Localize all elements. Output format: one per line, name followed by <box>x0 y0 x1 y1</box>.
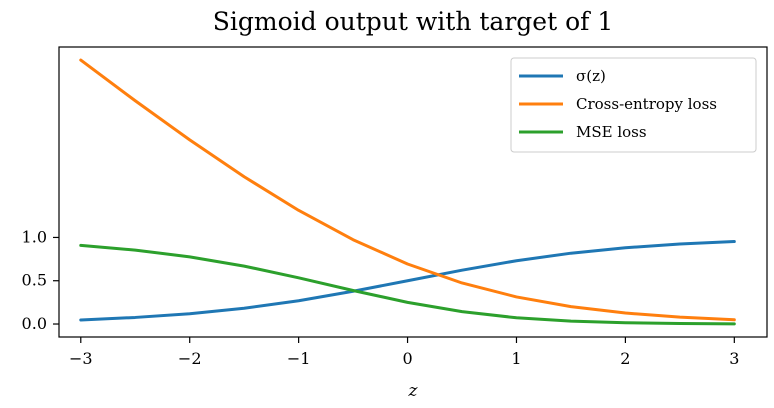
y-tick-label: 0.0 <box>22 314 47 333</box>
series-line-sigmoid <box>79 240 736 322</box>
x-axis: −3 −2 −1 0 1 2 3 <box>69 337 739 368</box>
series-lines <box>79 58 736 326</box>
x-tick-label: −3 <box>69 349 93 368</box>
x-tick-label: −2 <box>178 349 202 368</box>
series-line-mse-loss <box>79 243 736 326</box>
legend-label-cross-entropy-loss: Cross-entropy loss <box>576 95 717 113</box>
series-line-cross-entropy-loss <box>79 58 736 322</box>
legend-label-sigmoid: σ(z) <box>576 67 606 85</box>
x-tick-label: 0 <box>402 349 412 368</box>
legend: σ(z) Cross-entropy loss MSE loss <box>510 57 757 153</box>
y-tick-label: 0.5 <box>22 271 47 290</box>
y-tick-label: 1.0 <box>22 227 47 246</box>
x-tick-label: 2 <box>620 349 630 368</box>
legend-label-mse-loss: MSE loss <box>576 123 647 141</box>
x-tick-label: 3 <box>729 349 739 368</box>
chart-title: Sigmoid output with target of 1 <box>213 7 613 36</box>
x-tick-label: −1 <box>287 349 311 368</box>
plot-frame <box>58 46 768 338</box>
x-axis-label: z <box>408 381 419 401</box>
legend-box <box>510 57 757 153</box>
y-axis: 0.0 0.5 1.0 <box>22 227 59 333</box>
x-tick-label: 1 <box>511 349 521 368</box>
